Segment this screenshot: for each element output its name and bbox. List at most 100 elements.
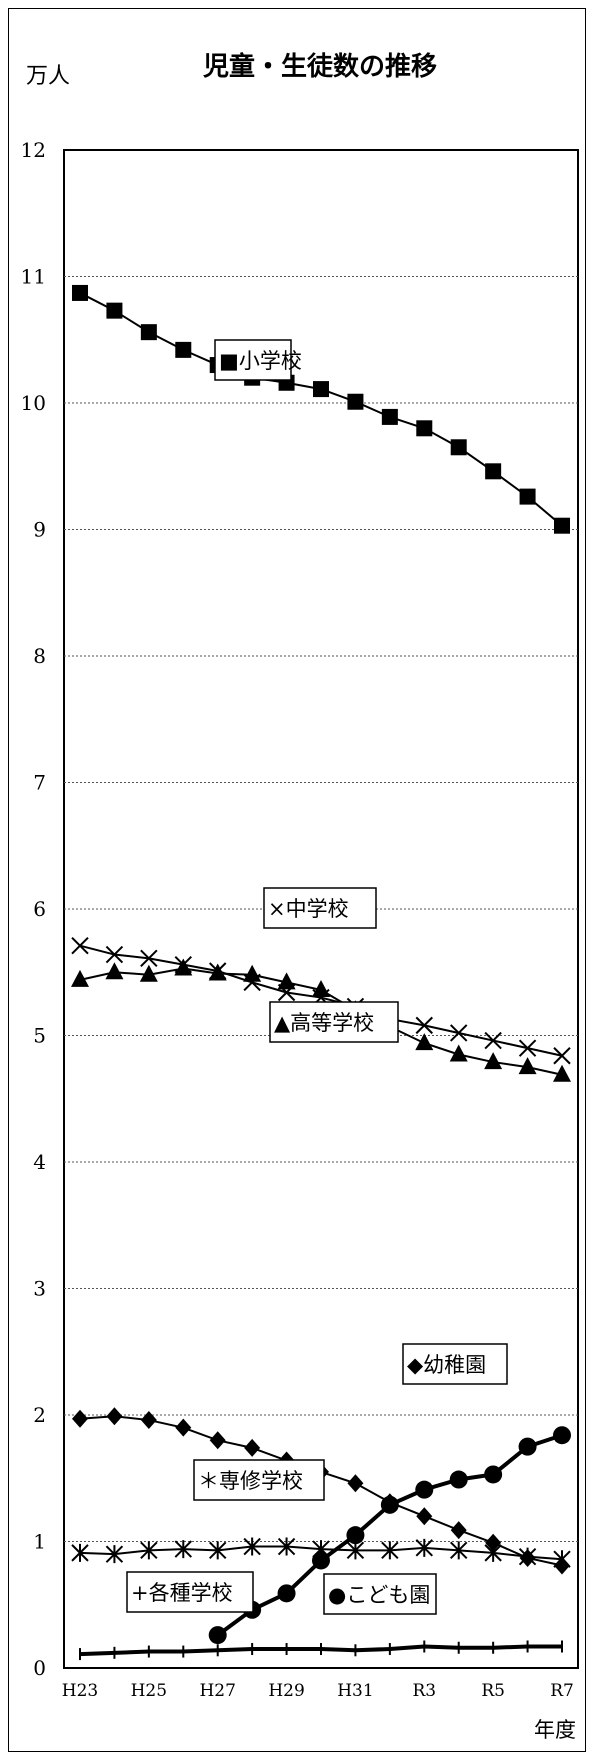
data-point <box>71 1543 89 1562</box>
data-point <box>484 1465 503 1484</box>
data-point <box>415 1480 434 1499</box>
data-point <box>140 1541 158 1560</box>
series-circle <box>208 1426 571 1645</box>
data-point <box>484 1052 503 1070</box>
data-point <box>450 1541 468 1560</box>
label-text: ×中学校 <box>268 897 349 921</box>
data-point <box>105 962 124 980</box>
label-box <box>263 887 377 929</box>
y-tick-label: 9 <box>33 518 46 542</box>
x-tick-label: H27 <box>199 1681 235 1701</box>
data-point <box>105 945 124 964</box>
label-box <box>323 1573 437 1615</box>
data-point <box>106 302 123 319</box>
series-plus <box>79 1640 563 1661</box>
data-point <box>485 463 502 480</box>
x-tick-label: H25 <box>131 1681 167 1701</box>
x-tick-label: H23 <box>62 1681 98 1701</box>
data-point <box>208 963 227 981</box>
data-point <box>449 1470 468 1489</box>
label-box <box>269 1001 399 1043</box>
series-label-circle: ●こども園 <box>323 1573 437 1615</box>
data-point <box>553 1550 571 1569</box>
x-tick-label: R7 <box>550 1681 574 1701</box>
data-point <box>209 1541 227 1560</box>
data-point <box>140 949 158 968</box>
series-label-asterisk: ＊専修学校 <box>193 1459 325 1501</box>
data-point <box>449 1044 468 1062</box>
label-box <box>402 1343 508 1385</box>
data-point <box>175 1418 192 1437</box>
series-asterisk <box>71 1537 571 1569</box>
x-tick-label: R5 <box>481 1681 505 1701</box>
data-point <box>553 1426 571 1445</box>
label-box <box>193 1459 325 1501</box>
data-point <box>415 1033 434 1051</box>
data-point <box>415 1538 433 1557</box>
data-point <box>313 381 329 398</box>
data-point <box>381 408 398 425</box>
label-box <box>214 339 292 381</box>
data-point <box>518 1039 537 1057</box>
data-point <box>346 1526 365 1545</box>
data-point <box>519 488 536 505</box>
y-tick-label: 10 <box>21 391 46 415</box>
data-point <box>174 1540 192 1559</box>
data-point <box>71 969 89 987</box>
data-point <box>518 1547 537 1566</box>
series-label-x: ×中学校 <box>263 887 377 929</box>
y-tick-label: 0 <box>33 1656 46 1680</box>
data-point <box>380 1495 399 1514</box>
y-tick-label: 6 <box>33 897 46 921</box>
label-text: ■小学校 <box>219 349 302 373</box>
data-point <box>277 1584 296 1603</box>
data-point <box>554 517 570 534</box>
data-point <box>277 972 296 990</box>
x-tick-label: R3 <box>412 1681 436 1701</box>
label-text: ◆幼稚園 <box>407 1353 486 1377</box>
y-tick-label: 1 <box>33 1530 46 1554</box>
data-point <box>416 420 433 437</box>
y-tick-label: 11 <box>21 265 46 289</box>
y-tick-label: 7 <box>33 771 46 795</box>
series-label-square: ■小学校 <box>214 339 302 381</box>
data-point <box>485 1533 502 1552</box>
data-point <box>346 1541 365 1560</box>
data-point <box>484 1031 502 1050</box>
x-axis-unit: 年度 <box>534 1718 576 1742</box>
data-point <box>174 958 193 976</box>
data-point <box>450 1024 468 1042</box>
data-point <box>72 284 88 301</box>
data-point <box>243 964 262 982</box>
y-tick-label: 3 <box>33 1277 46 1301</box>
data-point <box>553 1047 571 1065</box>
data-point <box>312 1551 330 1570</box>
y-axis-unit: 万人 <box>26 64 71 89</box>
data-point <box>518 1057 537 1075</box>
data-point <box>416 1507 433 1526</box>
y-tick-label: 8 <box>33 644 46 668</box>
x-tick-label: H29 <box>268 1681 304 1701</box>
data-point <box>140 1411 157 1430</box>
label-text: ＊専修学校 <box>198 1469 303 1493</box>
label-text: ▲高等学校 <box>274 1011 374 1035</box>
series-label-diamond: ◆幼稚園 <box>402 1343 508 1385</box>
data-point <box>450 1521 467 1540</box>
data-point <box>139 964 158 982</box>
data-point <box>347 1474 364 1493</box>
y-tick-label: 4 <box>33 1150 46 1174</box>
label-text: +各種学校 <box>131 1581 233 1605</box>
label-box <box>126 1571 254 1613</box>
data-point <box>209 1431 226 1450</box>
data-point <box>347 393 364 410</box>
series-label-triangle: ▲高等学校 <box>269 1001 399 1043</box>
y-tick-label: 2 <box>33 1403 46 1427</box>
data-point <box>518 1437 537 1456</box>
data-point <box>277 1537 296 1556</box>
data-point <box>140 324 157 341</box>
data-point <box>381 1541 399 1560</box>
data-point <box>243 1537 261 1556</box>
chart-title: 児童・生徒数の推移 <box>202 52 437 82</box>
x-tick-label: H31 <box>337 1681 373 1701</box>
data-point <box>208 1626 227 1645</box>
